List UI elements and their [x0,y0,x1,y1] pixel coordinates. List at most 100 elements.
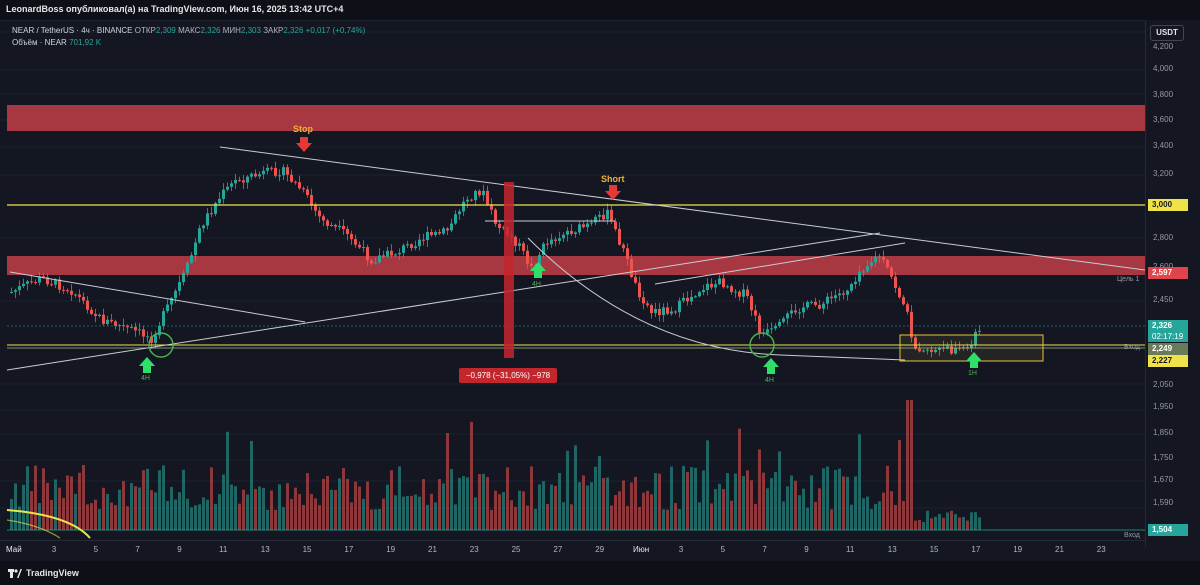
volume-bar [634,476,637,530]
candle-body [882,256,885,260]
volume-bar [406,495,409,530]
volume-bar [602,478,605,530]
candle-body [258,174,261,177]
candle-body [530,263,533,266]
price-tick: 1,750 [1153,453,1174,462]
candle-body [366,247,369,261]
volume-bar [498,494,501,530]
volume-bar [18,506,21,530]
volume-bar [386,484,389,530]
volume-bar [254,489,257,530]
candle-body [178,282,181,291]
volume-bar [438,479,441,530]
volume-bar [574,445,577,530]
candle-body [238,179,241,181]
volume-label[interactable]: Объём · NEAR [12,38,67,47]
chart-canvas[interactable] [0,20,1145,540]
candle-body [50,284,53,286]
candle-body [554,239,557,241]
volume-bar [274,509,277,530]
candle-body [446,228,449,231]
candle-body [310,195,313,206]
volume-bar [614,495,617,530]
volume-bar [726,473,729,530]
candle-body [466,199,469,202]
volume-bar [10,499,13,530]
countdown-timer: 02:17:19 [1152,332,1184,341]
volume-bar [374,509,377,530]
candle-body [574,232,577,234]
candle-body [114,321,117,326]
volume-bar [166,500,169,530]
volume-bar [938,513,941,530]
level-2227-price-label: 2,227 [1148,355,1188,367]
candle-body [186,262,189,273]
volume-bar [270,490,273,530]
candle-body [710,283,713,288]
price-tick: 3,400 [1153,141,1174,150]
volume-bar [758,449,761,530]
volume-bar [626,505,629,530]
volume-bar [54,479,57,530]
candle-body [746,289,749,297]
candle-body [166,304,169,312]
volume-bar [746,470,749,530]
candle-body [330,224,333,226]
candle-body [782,318,785,322]
time-axis[interactable] [0,540,1145,559]
tf-4h-label: 4H [532,281,541,288]
candle-body [758,315,761,333]
candle-body [126,325,129,328]
candle-body [10,291,13,293]
candle-body [926,349,929,351]
candle-body [222,189,225,199]
volume-bar [338,478,341,530]
volume-bar [198,504,201,530]
time-tick: 11 [846,545,855,554]
volume-bar [642,492,645,530]
candle-body [18,286,21,291]
publish-line: LeonardBoss опубликовал(а) на TradingVie… [6,4,344,14]
volume-bar [466,477,469,530]
volume-bar [410,495,413,530]
volume-bar [870,508,873,530]
symbol-line[interactable]: NEAR / TetherUS · 4ч · BINANCE [12,26,133,35]
candle-body [794,310,797,313]
volume-bar [566,450,569,530]
open-label: ОТКР [134,26,156,35]
entry-price-label: 2,249 [1148,343,1188,355]
volume-bar [210,467,213,530]
time-tick: 29 [595,545,605,554]
volume-bar [150,490,153,530]
time-tick: 9 [804,545,809,554]
volume-bar [582,475,585,530]
volume-bar [518,490,521,530]
candle-body [930,349,933,353]
volume-bar [130,482,133,530]
candle-body [654,308,657,314]
volume-bar [478,474,481,530]
candle-body [938,347,941,350]
volume-bar [190,507,193,530]
price-scale[interactable] [1145,20,1200,547]
candle-body [522,243,525,251]
candle-body [294,181,297,183]
volume-bar [442,483,445,530]
currency-button[interactable]: USDT [1150,25,1184,41]
candle-body [30,281,33,283]
volume-bar [470,421,473,530]
volume-bar [854,476,857,530]
volume-bar [314,498,317,530]
volume-bar [618,491,621,530]
time-tick: 5 [93,545,99,554]
price-tick: 1,850 [1153,428,1174,437]
time-tick: 5 [720,545,726,554]
volume-bar [678,509,681,530]
volume-bar [370,509,373,530]
volume-bar [610,505,613,530]
candle-body [662,307,665,316]
volume-bar [810,475,813,530]
volume-bar [586,485,589,530]
volume-bar [946,512,949,530]
candle-body [426,231,429,241]
